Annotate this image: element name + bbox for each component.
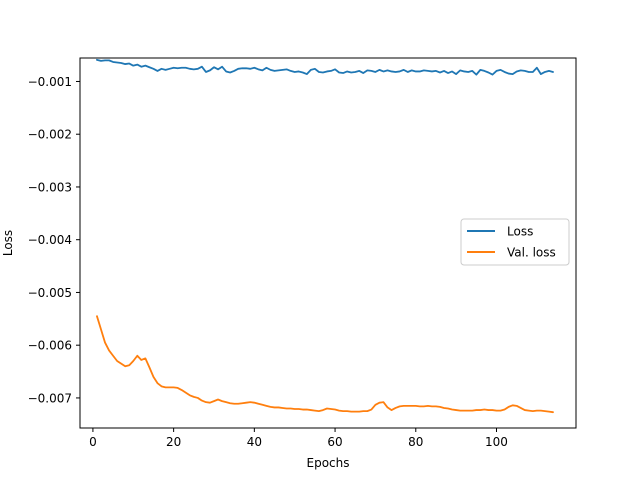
y-tick-label: −0.007 bbox=[28, 391, 72, 405]
x-tick-label: 0 bbox=[89, 435, 97, 449]
plot-area bbox=[96, 58, 554, 414]
x-tick-label: 60 bbox=[327, 435, 342, 449]
x-tick-label: 80 bbox=[408, 435, 423, 449]
y-tick-label: −0.006 bbox=[28, 339, 72, 353]
x-axis-label: Epochs bbox=[307, 456, 350, 470]
series-line-val-loss bbox=[96, 315, 554, 414]
legend-label-loss: Loss bbox=[507, 225, 533, 239]
x-tick-label: 20 bbox=[166, 435, 181, 449]
x-tick-label: 100 bbox=[485, 435, 508, 449]
y-axis-label: Loss bbox=[1, 230, 15, 256]
x-tick-label: 40 bbox=[247, 435, 262, 449]
y-tick-label: −0.005 bbox=[28, 286, 72, 300]
legend: Loss Val. loss bbox=[460, 218, 570, 266]
y-tick-label: −0.004 bbox=[28, 233, 72, 247]
series-line-loss bbox=[96, 58, 554, 76]
x-axis-ticks: 0 20 40 60 80 100 bbox=[89, 428, 508, 449]
legend-label-val-loss: Val. loss bbox=[507, 246, 556, 260]
y-tick-label: −0.002 bbox=[28, 128, 72, 142]
y-tick-label: −0.001 bbox=[28, 75, 72, 89]
y-axis-ticks: −0.001 −0.002 −0.003 −0.004 −0.005 −0.006 −0.0… bbox=[28, 75, 80, 405]
axes-frame bbox=[79, 57, 577, 429]
y-tick-label: −0.003 bbox=[28, 180, 72, 194]
